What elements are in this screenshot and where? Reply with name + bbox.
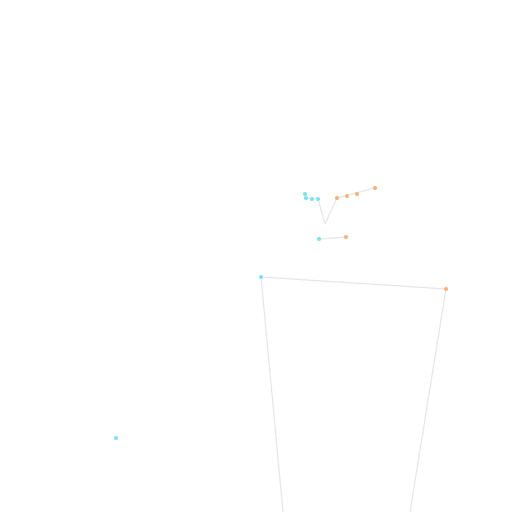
- skeleton-bone: [318, 236, 347, 240]
- left-keypoint: [310, 197, 314, 201]
- left-keypoint: [303, 192, 307, 196]
- right-keypoint: [373, 186, 377, 190]
- right-keypoint: [344, 235, 348, 239]
- right-keypoint: [345, 194, 349, 198]
- right-keypoint: [355, 192, 359, 196]
- skeleton-bone: [324, 197, 338, 225]
- right-keypoint: [335, 196, 339, 200]
- right-keypoint: [444, 287, 448, 291]
- skeleton-bone: [409, 288, 447, 512]
- skeleton-bone: [260, 276, 447, 290]
- skeleton-joints: [114, 186, 448, 440]
- left-keypoint: [316, 197, 320, 201]
- left-keypoint: [259, 275, 263, 279]
- left-keypoint: [317, 237, 321, 241]
- left-keypoint: [114, 436, 118, 440]
- skeleton-bones: [260, 187, 447, 512]
- skeleton-bone: [317, 198, 326, 225]
- skeleton-bone: [260, 276, 284, 512]
- left-keypoint: [304, 196, 308, 200]
